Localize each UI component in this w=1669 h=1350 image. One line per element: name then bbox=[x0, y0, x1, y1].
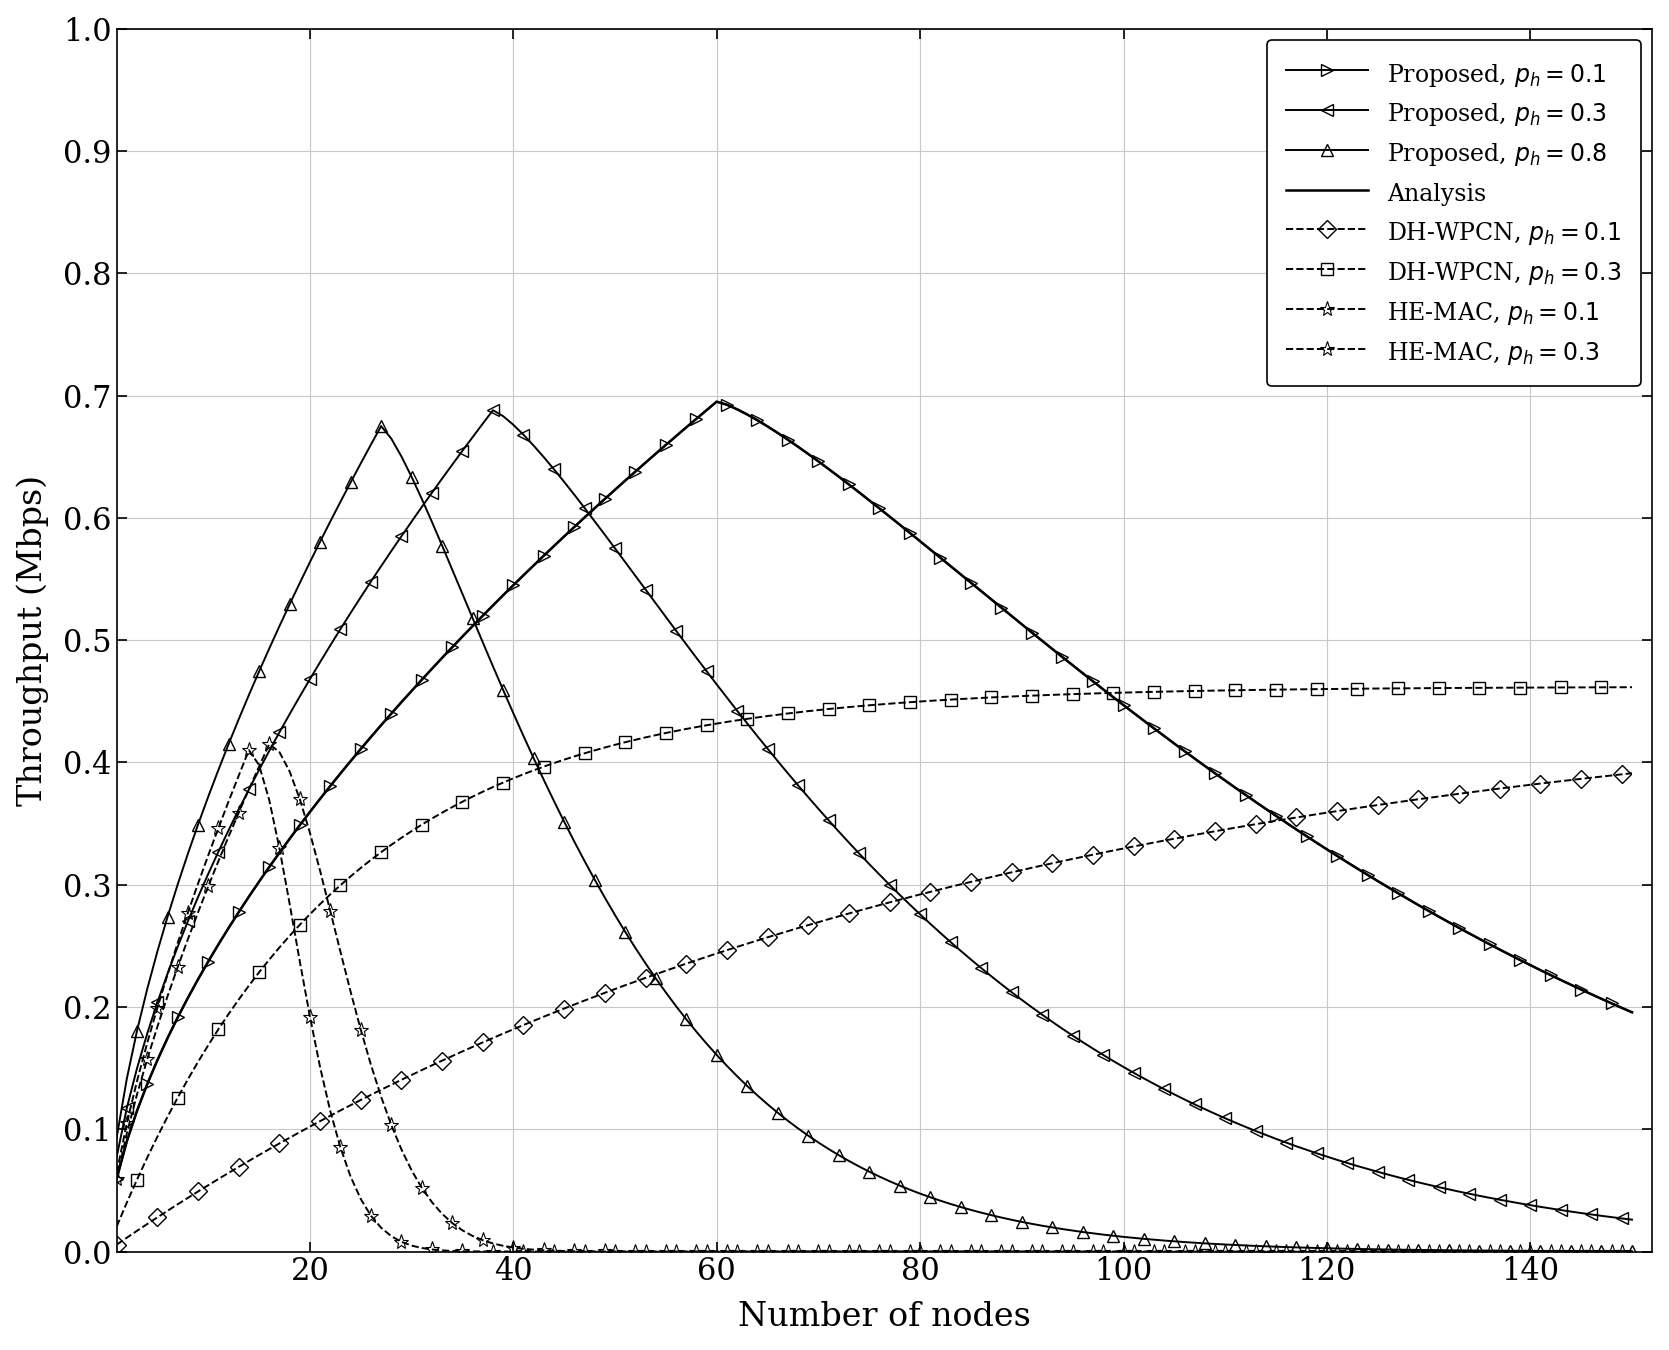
HE-MAC, $p_h = 0.3$ bbox=[910, 1243, 930, 1260]
Proposed, $p_h = 0.1$ bbox=[107, 1170, 127, 1187]
Proposed, $p_h = 0.8$ bbox=[1622, 1243, 1642, 1260]
Line: Proposed, $p_h = 0.1$: Proposed, $p_h = 0.1$ bbox=[112, 396, 1637, 1184]
Proposed, $p_h = 0.1$ bbox=[604, 482, 624, 498]
Proposed, $p_h = 0.8$ bbox=[971, 1204, 991, 1220]
DH-WPCN, $p_h = 0.3$ bbox=[604, 737, 624, 753]
HE-MAC, $p_h = 0.1$ bbox=[1165, 1243, 1185, 1260]
HE-MAC, $p_h = 0.3$ bbox=[1622, 1243, 1642, 1260]
Analysis bbox=[1165, 736, 1185, 752]
Line: Proposed, $p_h = 0.3$: Proposed, $p_h = 0.3$ bbox=[112, 405, 1637, 1226]
Proposed, $p_h = 0.3$ bbox=[1622, 1211, 1642, 1227]
Proposed, $p_h = 0.1$ bbox=[1367, 873, 1387, 890]
HE-MAC, $p_h = 0.3$ bbox=[239, 743, 259, 759]
DH-WPCN, $p_h = 0.1$ bbox=[604, 981, 624, 998]
Line: Analysis: Analysis bbox=[117, 402, 1632, 1179]
Line: DH-WPCN, $p_h = 0.1$: DH-WPCN, $p_h = 0.1$ bbox=[110, 767, 1639, 1251]
HE-MAC, $p_h = 0.1$ bbox=[1367, 1243, 1387, 1260]
Proposed, $p_h = 0.3$ bbox=[616, 554, 636, 570]
Analysis bbox=[1367, 873, 1387, 890]
Proposed, $p_h = 0.8$ bbox=[616, 923, 636, 940]
DH-WPCN, $p_h = 0.3$ bbox=[706, 716, 726, 732]
Proposed, $p_h = 0.3$ bbox=[718, 690, 738, 706]
Proposed, $p_h = 0.8$ bbox=[718, 1057, 738, 1073]
HE-MAC, $p_h = 0.1$ bbox=[971, 1243, 991, 1260]
Line: HE-MAC, $p_h = 0.1$: HE-MAC, $p_h = 0.1$ bbox=[108, 737, 1639, 1260]
Line: DH-WPCN, $p_h = 0.3$: DH-WPCN, $p_h = 0.3$ bbox=[110, 680, 1639, 1233]
HE-MAC, $p_h = 0.3$ bbox=[616, 1243, 636, 1260]
DH-WPCN, $p_h = 0.1$ bbox=[1357, 798, 1377, 814]
Proposed, $p_h = 0.3$ bbox=[910, 906, 930, 922]
HE-MAC, $p_h = 0.1$ bbox=[718, 1243, 738, 1260]
HE-MAC, $p_h = 0.3$ bbox=[1367, 1243, 1387, 1260]
DH-WPCN, $p_h = 0.1$ bbox=[1622, 765, 1642, 782]
Y-axis label: Throughput (Mbps): Throughput (Mbps) bbox=[17, 475, 50, 806]
Proposed, $p_h = 0.1$ bbox=[1165, 736, 1185, 752]
HE-MAC, $p_h = 0.1$ bbox=[910, 1243, 930, 1260]
Analysis bbox=[1622, 1004, 1642, 1021]
Proposed, $p_h = 0.8$ bbox=[910, 1185, 930, 1202]
Analysis bbox=[706, 394, 726, 410]
Analysis bbox=[910, 533, 930, 549]
Proposed, $p_h = 0.8$ bbox=[371, 418, 391, 435]
DH-WPCN, $p_h = 0.3$ bbox=[900, 694, 920, 710]
HE-MAC, $p_h = 0.1$ bbox=[616, 1243, 636, 1260]
DH-WPCN, $p_h = 0.1$ bbox=[900, 888, 920, 905]
Proposed, $p_h = 0.8$ bbox=[1367, 1241, 1387, 1257]
Proposed, $p_h = 0.1$ bbox=[1622, 1004, 1642, 1021]
Analysis bbox=[107, 1170, 127, 1187]
DH-WPCN, $p_h = 0.3$ bbox=[1357, 680, 1377, 697]
HE-MAC, $p_h = 0.3$ bbox=[107, 1165, 127, 1181]
Proposed, $p_h = 0.1$ bbox=[910, 533, 930, 549]
Analysis bbox=[971, 583, 991, 599]
Proposed, $p_h = 0.3$ bbox=[1165, 1087, 1185, 1103]
HE-MAC, $p_h = 0.1$ bbox=[107, 1170, 127, 1187]
HE-MAC, $p_h = 0.3$ bbox=[971, 1243, 991, 1260]
Proposed, $p_h = 0.1$ bbox=[971, 583, 991, 599]
DH-WPCN, $p_h = 0.3$ bbox=[1155, 683, 1175, 699]
Line: HE-MAC, $p_h = 0.3$: HE-MAC, $p_h = 0.3$ bbox=[108, 743, 1639, 1260]
DH-WPCN, $p_h = 0.1$ bbox=[1155, 833, 1175, 849]
DH-WPCN, $p_h = 0.1$ bbox=[706, 945, 726, 961]
DH-WPCN, $p_h = 0.3$ bbox=[107, 1219, 127, 1235]
DH-WPCN, $p_h = 0.3$ bbox=[961, 690, 981, 706]
HE-MAC, $p_h = 0.1$ bbox=[259, 736, 279, 752]
Analysis bbox=[604, 482, 624, 498]
X-axis label: Number of nodes: Number of nodes bbox=[738, 1301, 1031, 1334]
Proposed, $p_h = 0.8$ bbox=[107, 1129, 127, 1145]
Proposed, $p_h = 0.8$ bbox=[1165, 1234, 1185, 1250]
DH-WPCN, $p_h = 0.1$ bbox=[961, 873, 981, 890]
Line: Proposed, $p_h = 0.8$: Proposed, $p_h = 0.8$ bbox=[112, 421, 1637, 1257]
DH-WPCN, $p_h = 0.1$ bbox=[107, 1237, 127, 1253]
Proposed, $p_h = 0.3$ bbox=[1367, 1164, 1387, 1180]
Proposed, $p_h = 0.3$ bbox=[482, 402, 502, 418]
Legend: Proposed, $p_h = 0.1$, Proposed, $p_h = 0.3$, Proposed, $p_h = 0.8$, Analysis, D: Proposed, $p_h = 0.1$, Proposed, $p_h = … bbox=[1267, 40, 1641, 386]
HE-MAC, $p_h = 0.3$ bbox=[718, 1243, 738, 1260]
Proposed, $p_h = 0.1$ bbox=[718, 397, 738, 413]
Proposed, $p_h = 0.3$ bbox=[971, 960, 991, 976]
HE-MAC, $p_h = 0.3$ bbox=[1165, 1243, 1185, 1260]
Proposed, $p_h = 0.3$ bbox=[107, 1149, 127, 1165]
HE-MAC, $p_h = 0.1$ bbox=[1622, 1243, 1642, 1260]
Analysis bbox=[718, 397, 738, 413]
DH-WPCN, $p_h = 0.3$ bbox=[1622, 679, 1642, 695]
Proposed, $p_h = 0.1$ bbox=[706, 394, 726, 410]
